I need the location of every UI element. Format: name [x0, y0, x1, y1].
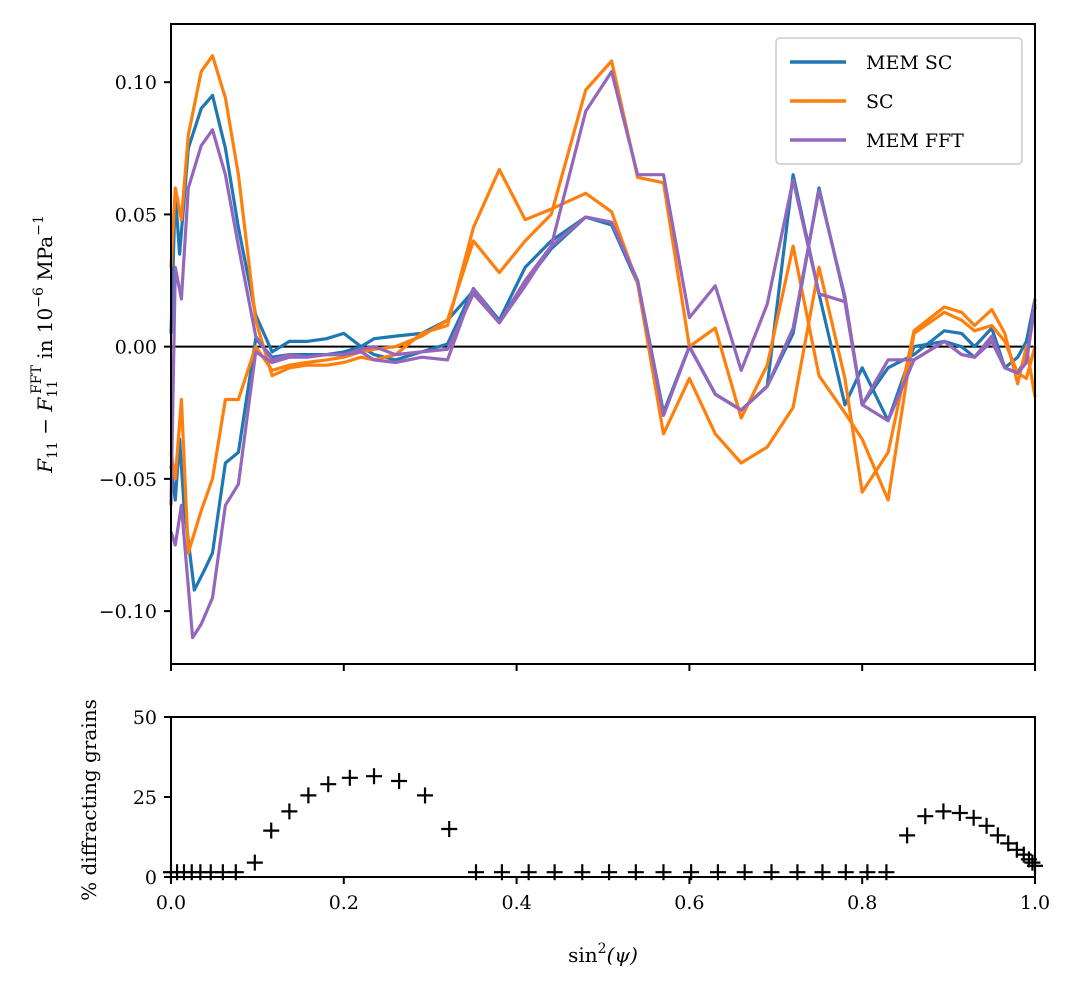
data-point-marker [300, 787, 317, 804]
bottom-y-tick-label: 25 [133, 787, 157, 809]
bottom-x-tick-label: 0.0 [156, 892, 186, 914]
bottom-x-tick-label: 0.4 [501, 892, 531, 914]
series-mem-fft-lower-line [169, 189, 1037, 640]
data-point-marker [366, 768, 383, 785]
top-y-tick-label: 0.00 [115, 337, 157, 359]
top-y-tick-label: −0.10 [99, 601, 157, 623]
bottom-y-axis-label: % diffracting grains [77, 699, 101, 901]
data-point-marker [263, 822, 280, 839]
data-point-marker [899, 827, 916, 844]
data-point-marker [441, 821, 458, 837]
top-series-group [169, 54, 1037, 640]
data-point-marker [320, 776, 337, 793]
legend: MEM SC SC MEM FFT [775, 37, 1023, 165]
data-point-marker [951, 805, 968, 821]
top-y-tick-label: 0.10 [115, 72, 157, 94]
data-point-marker [417, 787, 434, 804]
legend-label-mem-sc: MEM SC [866, 52, 952, 74]
data-point-marker [246, 854, 263, 871]
data-point-marker [1000, 835, 1017, 852]
x-axis-label: sin2(ψ) [568, 941, 638, 967]
bottom-y-tick-label: 0 [145, 867, 157, 889]
bottom-panel: 0 25 50 0.0 0.2 0.4 0.6 0.8 1.0 % diffracting g… [77, 699, 1050, 967]
data-point-marker [1024, 854, 1041, 871]
top-y-tick-label: −0.05 [99, 469, 157, 491]
series-sc-lower-line [169, 59, 1037, 555]
top-plot-frame [170, 23, 1036, 665]
top-panel: −0.10 −0.05 0.00 0.05 0.10 F11 − F11FFT in 1… [29, 23, 1037, 671]
bottom-x-ticks: 0.0 0.2 0.4 0.6 0.8 1.0 [156, 877, 1050, 914]
data-point-marker [341, 769, 358, 786]
legend-box [775, 37, 1023, 165]
data-point-marker [935, 803, 952, 820]
data-point-marker [965, 809, 982, 826]
data-point-marker [989, 827, 1006, 844]
top-x-ticks [170, 664, 1036, 671]
data-point-marker [978, 817, 995, 834]
bottom-x-tick-label: 1.0 [1020, 892, 1050, 914]
data-point-marker [917, 808, 934, 825]
bottom-x-tick-label: 0.8 [847, 892, 877, 914]
bottom-y-tick-label: 50 [133, 707, 157, 729]
data-point-marker [281, 803, 298, 820]
data-point-marker [391, 773, 408, 789]
top-y-ticks: −0.10 −0.05 0.00 0.05 0.10 [99, 72, 171, 623]
top-y-axis-label: F11 − F11FFT in 10−6 MPa−1 [29, 215, 61, 474]
bottom-x-tick-label: 0.2 [329, 892, 359, 914]
legend-label-sc: SC [866, 91, 894, 113]
bottom-x-tick-label: 0.6 [674, 892, 704, 914]
legend-label-mem-fft: MEM FFT [866, 130, 964, 152]
bottom-y-ticks: 0 25 50 [133, 707, 171, 889]
top-y-tick-label: 0.05 [115, 204, 157, 226]
bottom-plot-frame [170, 716, 1036, 878]
bottom-markers-group [163, 768, 1043, 881]
